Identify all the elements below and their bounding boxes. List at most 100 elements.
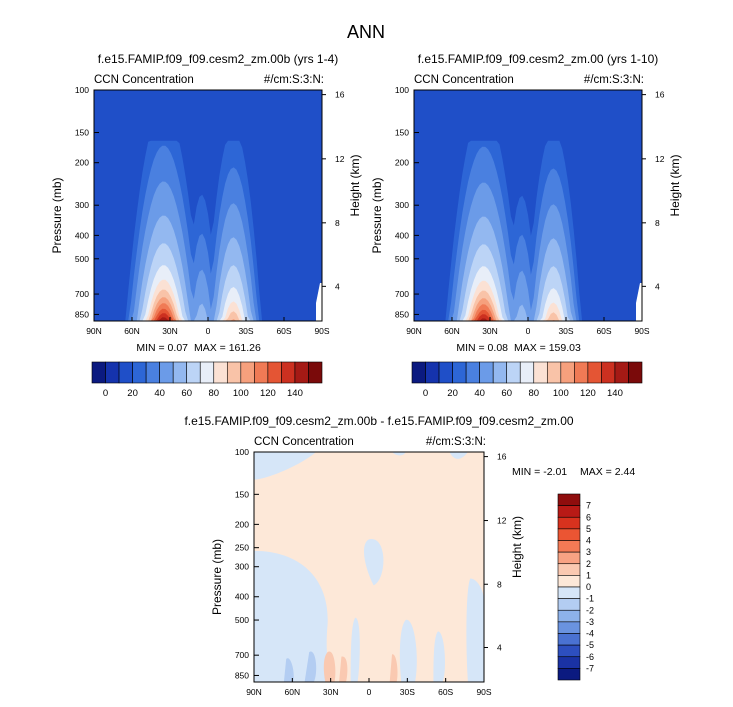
y-right-tick-label: 4 xyxy=(655,281,660,291)
colorbar-swatch xyxy=(560,361,575,384)
colorbar-swatch xyxy=(557,516,581,530)
y-right-tick-label: 16 xyxy=(655,90,665,100)
y-right-axis-label: Height (km) xyxy=(510,516,524,578)
colorbar-label: 2 xyxy=(586,559,591,569)
colorbar-label: -2 xyxy=(586,605,594,615)
colorbar-swatch xyxy=(186,361,201,384)
colorbar-swatch xyxy=(557,598,581,611)
colorbar-swatch xyxy=(506,361,521,384)
contour-fill xyxy=(350,617,360,682)
colorbar-label: 7 xyxy=(586,501,591,511)
colorbar-swatch xyxy=(557,668,581,681)
colorbar-label: 60 xyxy=(181,388,192,399)
colorbar-swatch xyxy=(557,656,581,669)
colorbar-swatch xyxy=(91,361,106,384)
colorbar-label: 0 xyxy=(423,388,428,399)
y-tick-label: 100 xyxy=(395,85,409,95)
y-tick-label: 500 xyxy=(75,254,89,264)
colorbar-swatch xyxy=(172,361,188,384)
y-tick-label: 150 xyxy=(235,489,249,499)
x-tick-label: 30S xyxy=(558,326,573,336)
colorbar-label: 4 xyxy=(586,536,591,546)
contour-fill xyxy=(323,651,336,682)
colorbar-label: 120 xyxy=(580,388,596,399)
x-tick-label: 60S xyxy=(438,687,453,697)
colorbar-label: 3 xyxy=(586,547,591,557)
min-label: MIN = 0.07 xyxy=(136,342,188,354)
y-tick-label: 700 xyxy=(235,650,249,660)
panel-subtitle-right: #/cm:S:3:N: xyxy=(264,74,324,86)
contour-fill xyxy=(392,452,406,456)
contour-fill xyxy=(363,539,384,586)
colorbar-label: 20 xyxy=(127,388,138,399)
y-axis-label: Pressure (mb) xyxy=(210,539,224,615)
colorbar-label: 120 xyxy=(260,388,276,399)
colorbar-swatch xyxy=(557,644,581,658)
y-tick-label: 400 xyxy=(395,230,409,240)
y-tick-label: 850 xyxy=(75,309,89,319)
colorbar-label: -4 xyxy=(586,629,594,639)
y-right-tick-label: 16 xyxy=(335,90,345,100)
panel-subtitle-right: #/cm:S:3:N: xyxy=(584,74,644,86)
min-label: MIN = -2.01 xyxy=(512,466,567,478)
contour-fill xyxy=(94,289,322,321)
y-tick-label: 150 xyxy=(75,128,89,138)
colorbar-swatch xyxy=(145,361,160,384)
y-tick-label: 200 xyxy=(75,158,89,168)
colorbar-swatch xyxy=(479,361,494,384)
colorbar-swatch xyxy=(557,551,581,565)
colorbar-swatch xyxy=(240,361,255,384)
panel-title: f.e15.FAMIP.f09_f09.cesm2_zm.00b - f.e15… xyxy=(184,414,573,428)
colorbar-label: 100 xyxy=(553,388,569,399)
panel-title: f.e15.FAMIP.f09_f09.cesm2_zm.00 (yrs 1-1… xyxy=(418,52,659,66)
y-right-tick-label: 8 xyxy=(335,218,340,228)
y-tick-label: 400 xyxy=(235,592,249,602)
colorbar-label: -1 xyxy=(586,594,594,604)
contour-fill xyxy=(414,280,642,321)
x-tick-label: 60N xyxy=(124,326,140,336)
colorbar-label: 60 xyxy=(501,388,512,399)
panel-subtitle-left: CCN Concentration xyxy=(254,436,354,448)
colorbar-swatch xyxy=(601,361,616,384)
colorbar-swatch xyxy=(465,361,480,384)
y-tick-label: 700 xyxy=(75,289,89,299)
x-tick-label: 90N xyxy=(86,326,102,336)
y-right-tick-label: 8 xyxy=(497,579,502,589)
y-axis-label: Pressure (mb) xyxy=(370,177,384,253)
contour-fill xyxy=(466,578,484,682)
colorbar-swatch xyxy=(105,361,120,384)
colorbar-swatch xyxy=(628,361,643,384)
x-tick-label: 0 xyxy=(526,326,531,336)
contour-fill xyxy=(254,550,330,682)
colorbar-label: 140 xyxy=(287,388,303,399)
colorbar-label: 1 xyxy=(586,570,591,580)
contour-fill xyxy=(94,279,322,321)
y-axis-label: Pressure (mb) xyxy=(50,177,64,253)
y-tick-label: 300 xyxy=(235,562,249,572)
y-tick-label: 500 xyxy=(395,254,409,264)
panel-title: f.e15.FAMIP.f09_f09.cesm2_zm.00b (yrs 1-… xyxy=(98,52,339,66)
x-tick-label: 0 xyxy=(206,326,211,336)
x-tick-label: 30N xyxy=(323,687,339,697)
contour-fill xyxy=(399,619,417,682)
panel-subtitle-left: CCN Concentration xyxy=(414,74,514,86)
missing-data-mask xyxy=(316,283,322,321)
colorbar-label: -3 xyxy=(586,617,594,627)
colorbar-swatch xyxy=(267,361,282,384)
colorbar-swatch xyxy=(411,361,426,384)
x-tick-label: 30S xyxy=(400,687,415,697)
colorbar-label: 40 xyxy=(474,388,485,399)
x-tick-label: 30N xyxy=(162,326,178,336)
colorbar-swatch xyxy=(574,361,589,384)
y-tick-label: 850 xyxy=(395,309,409,319)
colorbar-swatch xyxy=(199,361,215,384)
panel-2: f.e15.FAMIP.f09_f09.cesm2_zm.00 (yrs 1-1… xyxy=(370,52,682,399)
colorbar-swatch xyxy=(159,361,174,384)
colorbar-swatch xyxy=(132,361,147,384)
colorbar-swatch xyxy=(557,633,581,646)
contour-fill xyxy=(339,656,348,682)
y-right-tick-label: 4 xyxy=(497,643,502,653)
colorbar-swatch xyxy=(533,361,548,384)
colorbar-label: 100 xyxy=(233,388,249,399)
